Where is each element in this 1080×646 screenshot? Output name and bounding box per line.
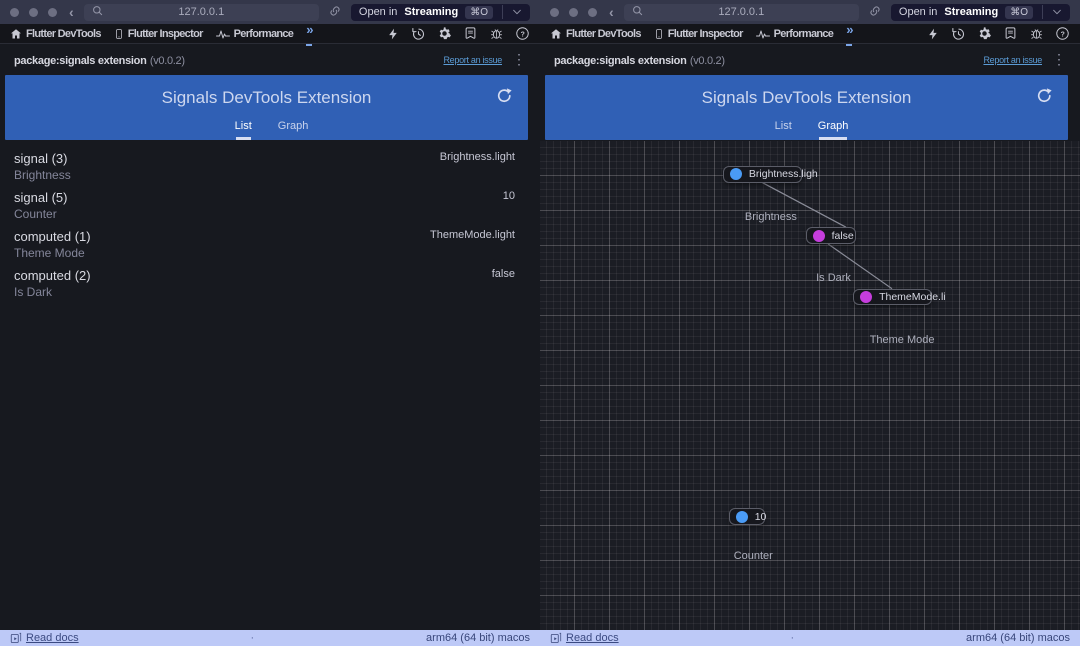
svg-text:?: ? [1061,31,1065,38]
svg-text:?: ? [521,31,525,38]
